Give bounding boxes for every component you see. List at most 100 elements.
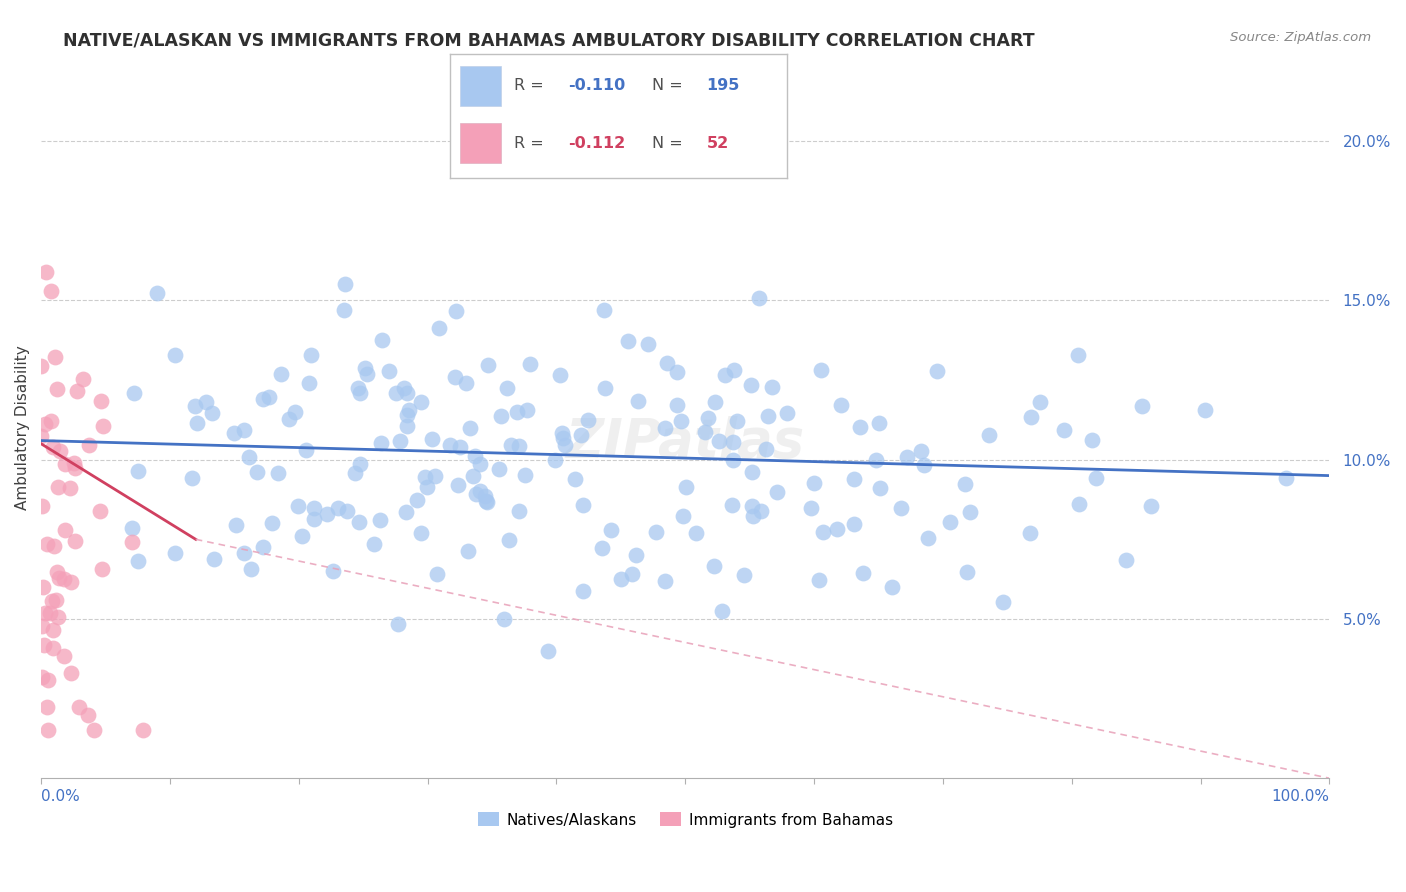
Point [749,504,772,518]
Point [956,565,979,579]
Point [53,523,76,537]
Point [953,477,976,491]
Point [655,356,678,370]
Point [39,285,62,299]
Point [446,304,468,318]
Point [233,546,256,560]
Point [554,438,576,452]
Point [363,537,385,551]
Point [398,402,420,417]
Point [48,571,70,585]
Point [477,359,499,373]
Point [868,416,890,430]
Point [498,533,520,548]
Point [910,443,932,458]
Point [423,468,446,483]
Point [42,640,65,655]
Point [32,580,55,594]
Point [637,336,659,351]
Point [506,405,529,419]
Point [488,462,510,476]
Point [183,399,205,413]
Point [90,561,112,575]
Point [395,409,418,423]
Point [654,574,676,588]
Point [46,480,69,494]
Point [803,475,825,490]
Point [672,508,695,523]
Point [444,370,467,384]
Point [842,471,865,485]
Point [194,395,217,409]
Text: 52: 52 [706,136,728,151]
Point [186,416,208,430]
Point [592,303,614,318]
Point [1067,497,1090,511]
Point [925,364,948,378]
Text: NATIVE/ALASKAN VS IMMIGRANTS FROM BAHAMAS AMBULATORY DISABILITY CORRELATION CHAR: NATIVE/ALASKAN VS IMMIGRANTS FROM BAHAMA… [63,31,1035,49]
Point [37,700,59,714]
Point [464,450,486,464]
Y-axis label: Ambulatory Disability: Ambulatory Disability [15,345,30,510]
Point [447,477,470,491]
Point [508,439,530,453]
Point [370,436,392,450]
Point [576,413,599,427]
Point [830,398,852,412]
Point [378,364,401,378]
Point [131,723,153,738]
Point [395,386,418,401]
Point [427,320,450,334]
Point [304,511,326,525]
Point [246,465,269,479]
Point [1194,403,1216,417]
Point [959,505,981,519]
Text: 195: 195 [706,78,740,94]
Point [252,540,274,554]
Point [1053,423,1076,437]
Point [31,619,53,633]
Point [1130,399,1153,413]
Point [347,381,370,395]
Point [90,393,112,408]
Point [917,532,939,546]
Point [665,365,688,379]
Point [332,303,354,318]
Point [508,504,530,518]
Point [45,593,67,607]
Point [347,515,370,529]
Point [121,521,143,535]
Text: 0.0%: 0.0% [41,789,80,805]
Point [465,487,488,501]
Point [72,371,94,385]
Point [499,438,522,452]
Point [277,412,299,426]
Point [326,500,349,515]
Point [869,481,891,495]
Point [356,367,378,381]
Point [291,529,314,543]
Point [368,513,391,527]
Point [53,458,76,472]
Point [392,381,415,395]
Point [420,432,443,446]
Point [463,468,485,483]
Point [755,442,778,456]
Point [519,357,541,371]
Point [1019,526,1042,541]
Point [599,523,621,537]
Point [721,452,744,467]
Point [714,368,737,382]
Point [83,723,105,738]
Point [38,606,60,620]
Point [42,624,65,638]
Point [121,534,143,549]
Point [572,583,595,598]
Point [1019,410,1042,425]
Point [298,376,321,390]
Point [685,525,707,540]
Text: 100.0%: 100.0% [1271,789,1330,805]
Point [411,526,433,541]
Point [122,386,145,401]
Point [59,481,82,495]
